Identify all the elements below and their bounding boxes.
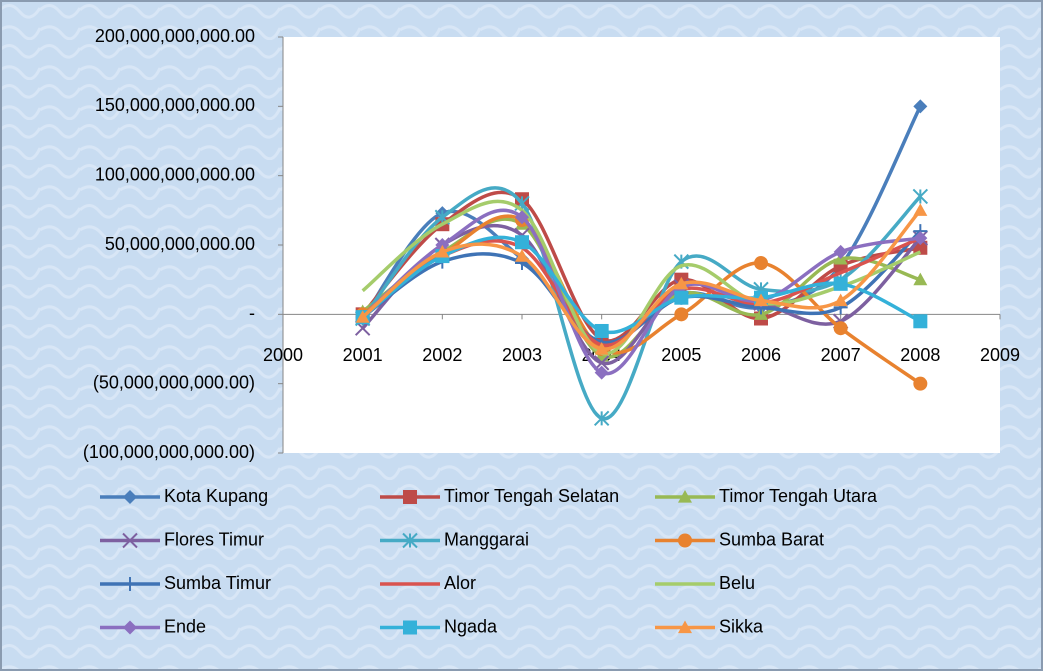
marker — [913, 203, 928, 216]
marker — [678, 620, 692, 634]
marker — [913, 272, 928, 286]
y-tick-label: (50,000,000,000.00) — [93, 372, 255, 392]
legend-label: Kota Kupang — [164, 486, 268, 506]
legend-label: Flores Timur — [164, 529, 264, 549]
legend-item: Timor Tengah Utara — [655, 486, 878, 506]
legend-label: Sumba Barat — [719, 529, 824, 549]
marker — [913, 314, 928, 329]
marker — [833, 321, 848, 336]
marker — [593, 410, 610, 427]
x-tick-label: 2005 — [661, 345, 701, 365]
series-line — [361, 186, 922, 421]
marker — [594, 365, 609, 380]
y-tick-label: - — [249, 303, 255, 323]
marker — [515, 210, 529, 225]
marker — [355, 310, 370, 323]
legend-item: Ngada — [380, 616, 498, 636]
legend-label: Manggarai — [444, 529, 529, 549]
marker — [123, 620, 137, 635]
marker — [435, 244, 450, 258]
x-tick-label: 2001 — [343, 345, 383, 365]
legend-item: Sikka — [655, 616, 764, 636]
legend-item: Belu — [655, 573, 755, 593]
legend-item: Timor Tengah Selatan — [380, 486, 619, 506]
marker — [515, 249, 529, 262]
marker — [754, 293, 768, 307]
marker — [833, 244, 848, 259]
marker — [678, 533, 692, 548]
legend-item: Ende — [100, 616, 206, 636]
legend-label: Sumba Timur — [164, 573, 271, 593]
series-line — [361, 208, 921, 376]
marker — [402, 532, 418, 549]
marker — [122, 532, 138, 549]
marker — [754, 256, 768, 271]
x-tick-label: 2006 — [741, 345, 781, 365]
y-tick-label: 100,000,000,000.00 — [95, 164, 255, 184]
marker — [913, 99, 928, 114]
marker — [833, 276, 848, 291]
legend-item: Sumba Barat — [655, 529, 824, 549]
marker — [674, 290, 689, 305]
legend-label: Ende — [164, 616, 206, 636]
y-tick-label: (100,000,000,000.00) — [83, 442, 255, 462]
y-tick-label: 150,000,000,000.00 — [95, 95, 255, 115]
legend-label: Timor Tengah Utara — [719, 486, 878, 506]
legend-item: Alor — [380, 573, 476, 593]
marker — [674, 307, 689, 322]
marker — [913, 231, 928, 246]
marker — [515, 235, 529, 250]
x-tick-label: 2007 — [821, 345, 861, 365]
marker — [913, 376, 928, 391]
legend-item: Sumba Timur — [100, 573, 271, 593]
marker — [674, 276, 689, 290]
legend-label: Timor Tengah Selatan — [444, 486, 619, 506]
marker — [403, 620, 417, 635]
marker — [594, 323, 609, 338]
legend-label: Sikka — [719, 616, 764, 636]
marker — [833, 293, 848, 307]
marker — [403, 490, 417, 504]
y-tick-label: 50,000,000,000.00 — [105, 234, 255, 254]
y-tick-label: 200,000,000,000.00 — [95, 26, 255, 46]
marker — [123, 490, 137, 504]
legend-item: Kota Kupang — [100, 486, 268, 506]
x-tick-label: 2008 — [900, 345, 940, 365]
marker — [594, 342, 609, 355]
legend-item: Flores Timur — [100, 529, 264, 549]
legend-label: Alor — [444, 573, 476, 593]
x-tick-label: 2003 — [502, 345, 542, 365]
x-tick-label: 2002 — [422, 345, 462, 365]
legend-item: Manggarai — [380, 529, 529, 549]
x-tick-label: 2009 — [980, 345, 1020, 365]
legend-label: Ngada — [444, 616, 498, 636]
marker — [123, 577, 137, 591]
x-tick-label: 2000 — [263, 345, 303, 365]
marker — [678, 490, 692, 503]
legend-label: Belu — [719, 573, 755, 593]
marker — [912, 188, 929, 205]
